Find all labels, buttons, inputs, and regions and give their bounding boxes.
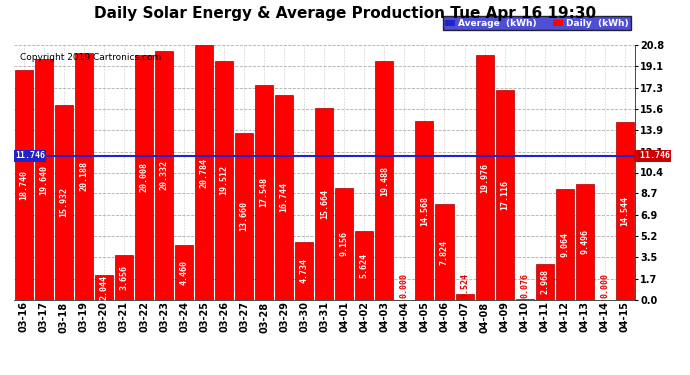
Text: 4.734: 4.734: [299, 258, 308, 284]
Bar: [435, 204, 453, 300]
Text: 19.976: 19.976: [480, 162, 489, 192]
Text: 4.460: 4.460: [179, 260, 188, 285]
Bar: [255, 85, 273, 300]
Text: 5.624: 5.624: [360, 253, 369, 278]
Text: 2.968: 2.968: [540, 269, 549, 294]
Bar: [195, 45, 213, 300]
Text: 3.656: 3.656: [119, 265, 128, 290]
Legend: Average  (kWh), Daily  (kWh): Average (kWh), Daily (kWh): [443, 16, 631, 30]
Bar: [555, 189, 573, 300]
Text: 0.076: 0.076: [520, 273, 529, 298]
Text: 11.746: 11.746: [14, 152, 45, 160]
Bar: [55, 105, 73, 300]
Bar: [415, 122, 433, 300]
Bar: [475, 55, 493, 300]
Bar: [155, 51, 173, 300]
Text: 19.512: 19.512: [219, 165, 228, 195]
Text: 16.744: 16.744: [279, 182, 288, 212]
Text: 18.740: 18.740: [19, 170, 28, 200]
Bar: [135, 55, 153, 300]
Text: 0.000: 0.000: [600, 273, 609, 298]
Bar: [535, 264, 553, 300]
Bar: [575, 184, 593, 300]
Bar: [95, 275, 113, 300]
Bar: [215, 61, 233, 300]
Text: 7.824: 7.824: [440, 240, 449, 264]
Text: 9.496: 9.496: [580, 229, 589, 254]
Text: 0.524: 0.524: [460, 273, 469, 298]
Text: 20.784: 20.784: [199, 158, 208, 188]
Bar: [14, 70, 33, 300]
Text: 17.116: 17.116: [500, 180, 509, 210]
Text: 2.044: 2.044: [99, 275, 108, 300]
Bar: [335, 188, 353, 300]
Text: 11.746: 11.746: [14, 152, 45, 160]
Bar: [295, 242, 313, 300]
Bar: [275, 95, 293, 300]
Text: 15.664: 15.664: [319, 189, 329, 219]
Bar: [315, 108, 333, 300]
Bar: [455, 294, 473, 300]
Text: 14.544: 14.544: [620, 196, 629, 226]
Bar: [235, 132, 253, 300]
Text: Copyright 2019 Cartronics.com: Copyright 2019 Cartronics.com: [20, 53, 161, 62]
Text: 20.008: 20.008: [139, 162, 148, 192]
Bar: [615, 122, 634, 300]
Text: 0.000: 0.000: [400, 273, 409, 298]
Bar: [355, 231, 373, 300]
Bar: [375, 61, 393, 300]
Text: Daily Solar Energy & Average Production Tue Apr 16 19:30: Daily Solar Energy & Average Production …: [94, 6, 596, 21]
Text: 19.640: 19.640: [39, 165, 48, 195]
Bar: [75, 53, 93, 300]
Bar: [115, 255, 133, 300]
Text: 19.488: 19.488: [380, 165, 389, 195]
Text: 20.188: 20.188: [79, 161, 88, 191]
Bar: [515, 299, 533, 300]
Text: 15.932: 15.932: [59, 188, 68, 218]
Text: 13.660: 13.660: [239, 201, 248, 231]
Text: 11.746: 11.746: [635, 152, 670, 160]
Bar: [495, 90, 513, 300]
Text: 9.064: 9.064: [560, 232, 569, 257]
Text: 17.548: 17.548: [259, 177, 268, 207]
Bar: [34, 59, 53, 300]
Text: 20.332: 20.332: [159, 160, 168, 190]
Text: 14.568: 14.568: [420, 196, 429, 226]
Bar: [175, 245, 193, 300]
Text: 9.156: 9.156: [340, 231, 349, 256]
